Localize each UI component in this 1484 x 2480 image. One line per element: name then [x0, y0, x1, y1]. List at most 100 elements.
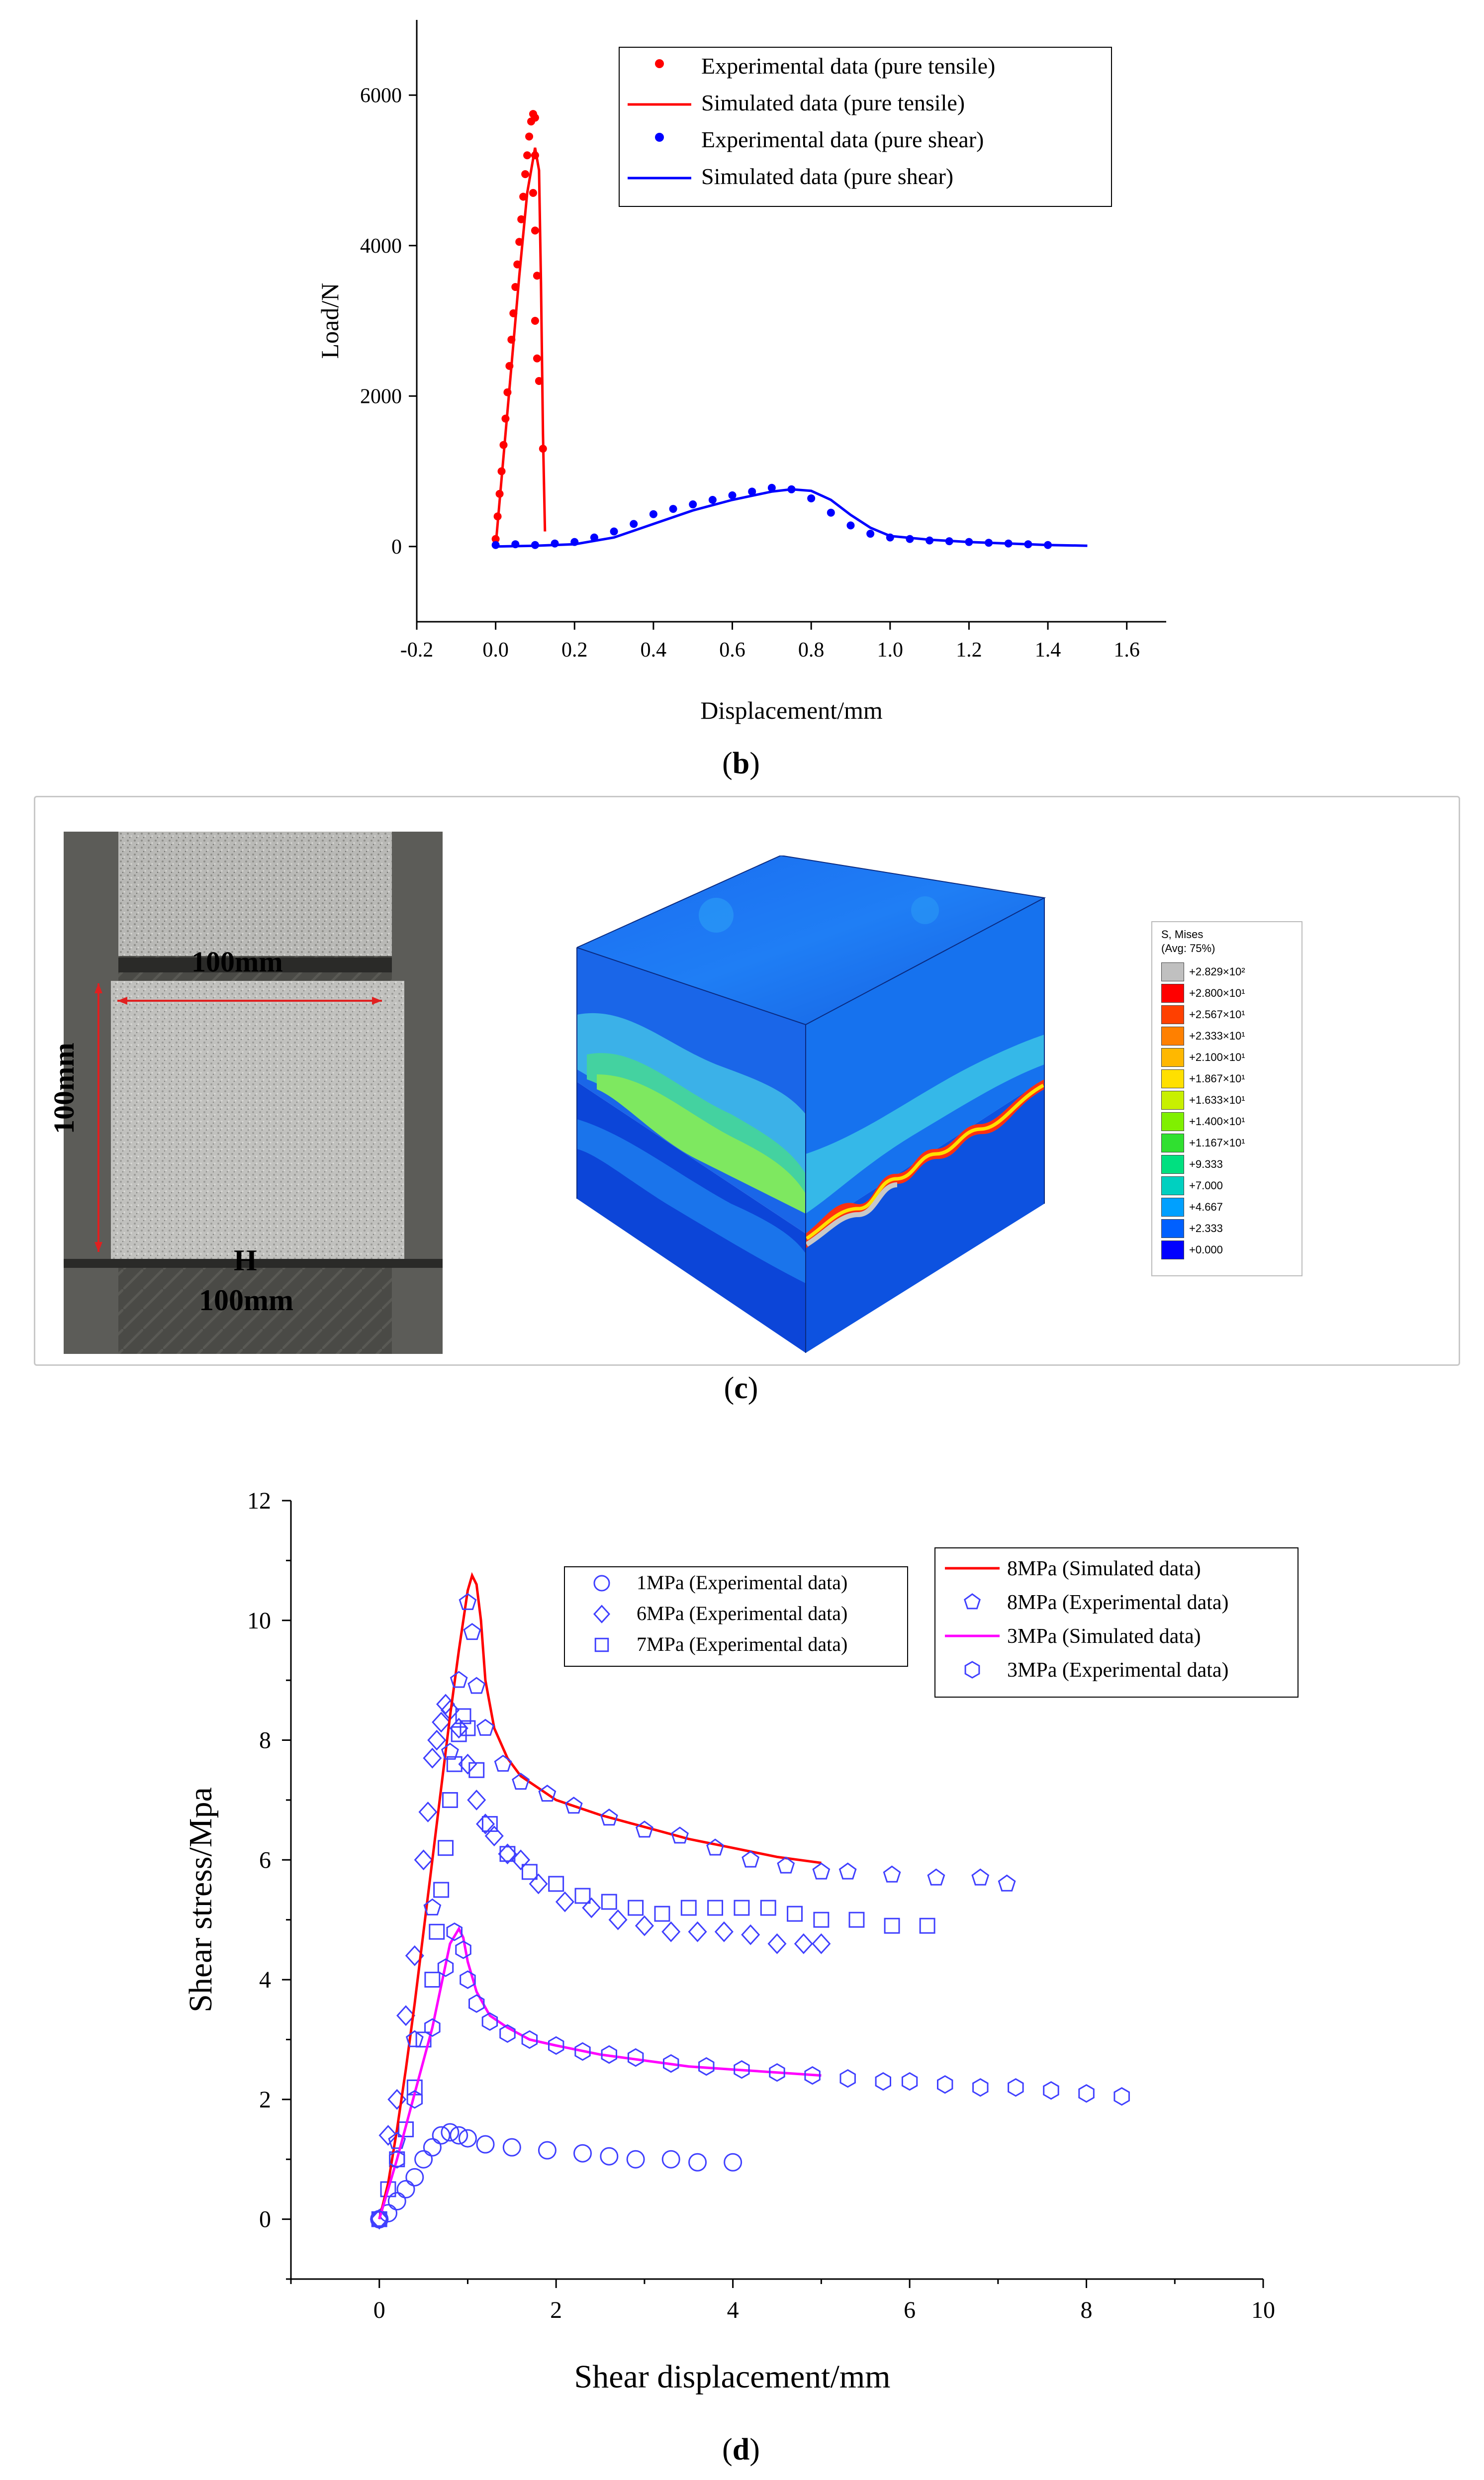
data-point-b-2: [630, 520, 638, 528]
data-point-d-2: [460, 1720, 476, 1736]
data-point-d-1: [812, 1933, 831, 1954]
legend-subtitle: (Avg: 75%): [1161, 942, 1215, 954]
data-point-d-2: [455, 1708, 471, 1724]
x-tick-label-b: 0.0: [482, 639, 509, 662]
legend-d-right: 8MPa (Simulated data) 8MPa (Experimental …: [934, 1547, 1298, 1698]
data-point-d-0: [432, 2126, 451, 2145]
legend-value: +2.333×10¹: [1189, 1029, 1245, 1042]
data-point-b-2: [610, 527, 618, 536]
data-point-d-1: [414, 1849, 433, 1871]
legend-color-swatch: [1161, 1240, 1184, 1259]
x-tick-label-b: 0.8: [798, 639, 825, 662]
data-point-d-4: [423, 1898, 442, 1915]
x-tick-label-b: 1.2: [956, 639, 982, 662]
data-point-d-4: [971, 1868, 990, 1886]
y-tick-label-b: 2000: [360, 385, 402, 408]
data-point-b-2: [827, 508, 835, 517]
data-point-d-6: [574, 2042, 591, 2061]
data-point-d-4: [405, 2030, 424, 2047]
data-point-d-0: [387, 2192, 406, 2210]
data-point-b-0: [533, 272, 541, 280]
data-point-d-4: [459, 1593, 477, 1610]
data-point-d-2: [451, 1726, 467, 1742]
legend-color-swatch: [1161, 1005, 1184, 1024]
data-point-b-2: [846, 521, 855, 530]
data-point-d-0: [626, 2150, 645, 2169]
data-point-d-0: [661, 2150, 680, 2169]
data-point-d-6: [1078, 2084, 1095, 2103]
legend-value: +9.333: [1189, 1157, 1223, 1170]
y-axis-label-b: Load/N: [316, 283, 344, 359]
data-point-d-6: [437, 1958, 454, 1977]
x-tick-label-b: 1.0: [877, 639, 904, 662]
data-point-d-2: [680, 1900, 697, 1916]
legend-label-d: 7MPa (Experimental data): [637, 1633, 847, 1655]
legend-label-d: 3MPa (Experimental data): [1007, 1659, 1229, 1682]
legend-swatch-b: [655, 59, 664, 68]
data-point-b-0: [531, 113, 539, 122]
legend-row: +2.567×10¹: [1161, 1004, 1245, 1025]
data-point-d-1: [396, 2005, 416, 2026]
y-tick-label-b: 4000: [360, 235, 402, 258]
data-point-d-1: [741, 1924, 760, 1945]
legend-value: +2.567×10¹: [1189, 1008, 1245, 1021]
data-point-d-6: [601, 2045, 617, 2064]
legend-swatch-d: [593, 1605, 611, 1623]
data-point-d-0: [396, 2180, 415, 2198]
legend-row: +1.633×10¹: [1161, 1089, 1245, 1111]
y-tick-label-d: 0: [259, 2206, 271, 2233]
data-point-d-2: [433, 1882, 450, 1898]
data-point-d-1: [475, 1813, 495, 1835]
data-point-d-1: [498, 1843, 517, 1865]
data-point-d-2: [548, 1876, 564, 1892]
data-point-d-1: [661, 1921, 681, 1942]
y-tick-label-b: 0: [391, 536, 402, 559]
legend-row: +2.829×10²: [1161, 961, 1245, 982]
data-point-d-1: [555, 1891, 574, 1912]
data-point-b-2: [689, 500, 697, 509]
data-point-d-2: [601, 1894, 617, 1910]
data-point-d-1: [449, 1717, 468, 1739]
data-point-d-4: [564, 1797, 583, 1814]
legend-b: Experimental data (pure tensile) Simulate…: [619, 47, 1112, 207]
data-point-d-2: [760, 1900, 776, 1916]
data-point-d-6: [446, 1922, 463, 1941]
photo-h-value: 100mm: [199, 1284, 293, 1317]
data-point-d-2: [654, 1906, 670, 1922]
data-point-d-6: [627, 2048, 644, 2067]
data-point-d-4: [706, 1838, 725, 1856]
data-point-d-2: [787, 1906, 803, 1922]
data-point-d-4: [927, 1868, 945, 1886]
data-point-d-4: [441, 1742, 459, 1760]
x-tick-label-b: 0.4: [641, 639, 667, 662]
legend-color-swatch: [1161, 1197, 1184, 1217]
y-tick-label-d: 10: [247, 1608, 271, 1634]
data-point-b-0: [529, 189, 537, 197]
data-point-d-1: [432, 1712, 451, 1733]
legend-row: +2.100×10¹: [1161, 1047, 1245, 1068]
legend-color-swatch: [1161, 1026, 1184, 1046]
specimen-photo: [64, 832, 443, 1354]
data-point-d-6: [937, 2075, 953, 2094]
data-point-b-0: [531, 317, 539, 325]
legend-label-d: 1MPa (Experimental data): [637, 1571, 847, 1594]
photo-width-label: 100mm: [191, 946, 283, 978]
data-point-d-4: [450, 1671, 468, 1688]
legend-value: +1.167×10¹: [1189, 1136, 1245, 1149]
series-line-d-3: [378, 1572, 822, 2220]
data-point-d-4: [600, 1809, 618, 1826]
data-point-d-2: [884, 1917, 900, 1934]
data-point-d-6: [460, 1970, 476, 1989]
legend-color-swatch: [1161, 962, 1184, 981]
data-point-d-0: [600, 2147, 619, 2166]
data-point-d-1: [529, 1873, 548, 1895]
legend-swatch-d: [964, 1593, 981, 1610]
data-point-d-2: [424, 1972, 441, 1988]
data-point-d-1: [714, 1921, 734, 1942]
data-point-d-6: [1008, 2078, 1024, 2097]
x-axis-label-d: Shear displacement/mm: [574, 2359, 891, 2395]
data-point-d-0: [423, 2138, 442, 2157]
y-axis-label-d: Shear stress/Mpa: [183, 1787, 219, 2012]
x-tick-label-b: 0.2: [561, 639, 588, 662]
data-point-d-2: [813, 1911, 830, 1928]
